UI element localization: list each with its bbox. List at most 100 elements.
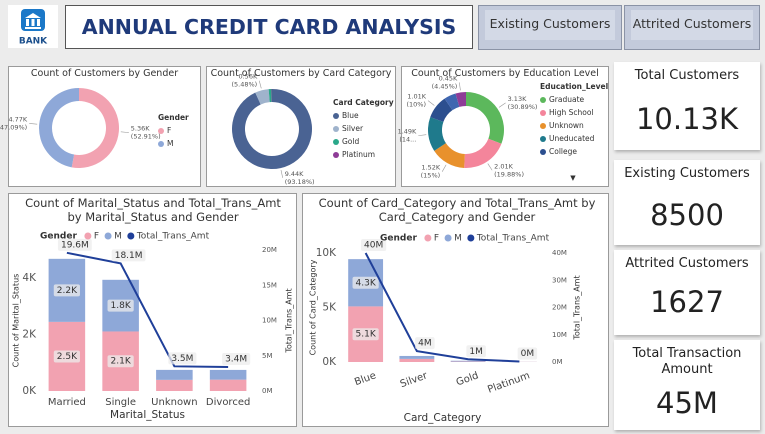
data-label: (30.89%) bbox=[508, 103, 538, 111]
legend-title: Education_Level bbox=[540, 82, 608, 91]
donut-slice bbox=[466, 92, 505, 144]
label-background bbox=[53, 350, 80, 363]
donut-slice bbox=[71, 88, 120, 168]
data-label: (14... bbox=[399, 136, 416, 144]
data-label: 0.45K bbox=[439, 74, 458, 82]
data-label: 1M bbox=[469, 347, 483, 357]
data-label: 5.1K bbox=[356, 330, 377, 340]
legend-label: College bbox=[549, 147, 577, 156]
data-label: 1.52K bbox=[421, 164, 440, 172]
legend-swatch bbox=[158, 128, 164, 134]
y2-tick-label: 30M bbox=[552, 276, 567, 284]
leader-line bbox=[427, 100, 435, 106]
x-tick-label: Single bbox=[105, 397, 136, 408]
label-background bbox=[415, 337, 435, 350]
y2-axis-label: Total_Trans_Amt bbox=[573, 275, 582, 340]
legend-label: Graduate bbox=[549, 95, 585, 104]
data-label: (5.48%) bbox=[232, 81, 258, 89]
donut-slice bbox=[444, 93, 460, 111]
data-label: 4.77K bbox=[8, 115, 27, 123]
data-label: (15%) bbox=[421, 172, 441, 180]
donut-slice bbox=[464, 138, 502, 169]
leader-line bbox=[459, 82, 461, 91]
legend-swatch bbox=[127, 232, 135, 240]
y-tick-label: 10K bbox=[316, 247, 337, 259]
legend-label: Uneducated bbox=[549, 134, 595, 143]
x-tick-label: Platinum bbox=[486, 370, 531, 395]
data-label: (47.09%) bbox=[0, 123, 27, 131]
legend-label: F bbox=[434, 234, 439, 244]
dashboard-title: ANNUAL CREDIT CARD ANALYSIS bbox=[65, 5, 473, 49]
data-label: (52.91%) bbox=[131, 133, 161, 141]
legend-scroll[interactable]: ▼ bbox=[570, 174, 576, 182]
label-background bbox=[107, 355, 134, 368]
leader-line bbox=[487, 163, 493, 171]
y-tick-label: 2K bbox=[22, 329, 37, 341]
data-label: 5.36K bbox=[131, 125, 150, 133]
legend-label: High School bbox=[549, 108, 594, 117]
legend-label: Blue bbox=[342, 111, 359, 120]
legend-label: Unknown bbox=[549, 121, 584, 130]
data-label: 4.3K bbox=[356, 278, 377, 288]
line bbox=[364, 252, 520, 363]
donut-slice bbox=[428, 117, 446, 151]
leader-line bbox=[418, 134, 427, 136]
bar-segment bbox=[209, 369, 247, 380]
legend-label: M bbox=[454, 234, 462, 244]
data-label: (19.88%) bbox=[494, 170, 524, 178]
label-background bbox=[466, 345, 486, 358]
data-label: 2.01K bbox=[494, 162, 513, 170]
filter-button[interactable]: Attrited Customers bbox=[624, 5, 760, 50]
donut-slice bbox=[455, 92, 466, 107]
logo-icon: BANK bbox=[19, 9, 48, 47]
legend-swatch bbox=[540, 136, 546, 142]
x-axis-label: Card_Category bbox=[404, 412, 482, 424]
leader-line bbox=[498, 102, 506, 108]
legend-swatch bbox=[104, 232, 112, 240]
y2-tick-label: 10M bbox=[262, 317, 277, 325]
legend-swatch bbox=[333, 126, 339, 132]
legend-title: Gender bbox=[158, 113, 189, 122]
label-background bbox=[517, 347, 538, 360]
x-tick-label: Silver bbox=[399, 370, 430, 390]
legend-label: Platinum bbox=[342, 150, 375, 159]
legend-swatch bbox=[333, 152, 339, 158]
button-label[interactable]: Attrited Customers bbox=[631, 10, 753, 40]
data-label: 2.5K bbox=[57, 352, 78, 362]
kpi-label: Total Transaction Amount bbox=[632, 346, 742, 377]
x-tick-label: Gold bbox=[455, 370, 480, 388]
donut-slice bbox=[255, 89, 270, 105]
leader-line bbox=[120, 131, 129, 133]
y2-tick-label: 15M bbox=[262, 281, 277, 289]
donut-slice bbox=[434, 143, 465, 168]
y2-axis-label: Total_Trans_Amt bbox=[285, 288, 294, 353]
button-label[interactable]: Existing Customers bbox=[485, 10, 615, 40]
label-background bbox=[361, 239, 387, 251]
kpi-value: 45M bbox=[656, 386, 718, 420]
y-tick-label: 0K bbox=[22, 385, 37, 397]
chart-title: Count of Marital_Status and Total_Trans_… bbox=[25, 196, 281, 224]
filter-button[interactable]: Existing Customers bbox=[478, 5, 622, 50]
y-tick-label: 0K bbox=[322, 356, 337, 368]
leader-line bbox=[29, 123, 38, 125]
data-label: 4M bbox=[418, 339, 432, 349]
legend-swatch bbox=[467, 234, 475, 242]
data-label: 9.44K bbox=[285, 170, 304, 178]
kpi-value: 10.13K bbox=[635, 102, 739, 136]
x-tick-label: Blue bbox=[353, 370, 378, 388]
donut-slice bbox=[430, 98, 453, 122]
logo: BANK bbox=[8, 5, 58, 48]
bar-segment bbox=[399, 355, 435, 359]
legend-label: Total_Trans_Amt bbox=[476, 234, 550, 244]
kpi-label: Total Customers bbox=[634, 68, 740, 83]
legend-label: M bbox=[114, 232, 122, 242]
data-label: 19.6M bbox=[61, 240, 89, 250]
legend-label: F bbox=[94, 232, 99, 242]
data-label: 1.8K bbox=[111, 301, 132, 311]
legend-swatch bbox=[444, 234, 452, 242]
label-background bbox=[107, 299, 134, 312]
y2-tick-label: 20M bbox=[262, 246, 277, 254]
y2-tick-label: 40M bbox=[552, 249, 567, 257]
donut-slice bbox=[268, 89, 272, 103]
